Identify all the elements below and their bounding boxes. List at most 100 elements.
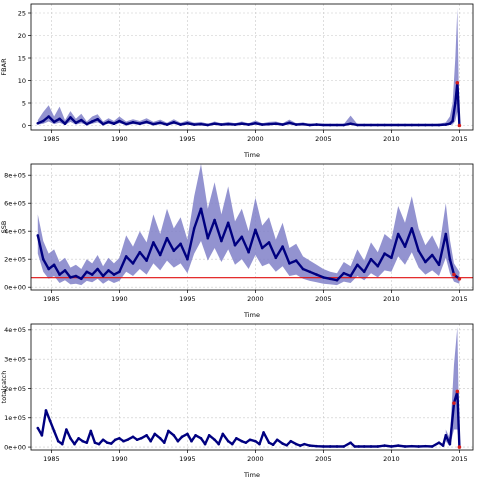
estimate-point xyxy=(220,123,223,126)
confidence-band xyxy=(37,8,460,126)
estimate-point xyxy=(226,439,230,443)
estimate-point xyxy=(441,444,445,447)
estimate-point xyxy=(206,236,210,240)
estimate-point xyxy=(288,121,291,125)
y-tick-label: 2e+05 xyxy=(4,385,26,393)
confidence-band xyxy=(37,164,460,286)
estimate-point xyxy=(240,235,244,239)
x-tick-label: 1990 xyxy=(111,455,128,463)
x-tick-label: 2015 xyxy=(451,135,468,143)
estimate-point xyxy=(369,257,373,261)
estimate-point xyxy=(90,273,94,276)
estimate-point xyxy=(226,221,230,225)
estimate-point xyxy=(444,232,448,236)
estimate-point xyxy=(454,101,457,105)
estimate-point xyxy=(186,432,189,436)
estimate-point xyxy=(158,121,162,125)
y-tick-label: 3e+05 xyxy=(4,355,26,363)
estimate-point xyxy=(288,262,291,265)
estimate-point xyxy=(207,434,211,437)
estimate-point xyxy=(417,123,420,127)
estimate-point xyxy=(315,273,318,276)
estimate-point xyxy=(233,243,237,247)
estimate-point xyxy=(349,122,352,125)
estimate-point xyxy=(138,122,142,125)
estimate-point xyxy=(85,270,89,274)
estimate-point xyxy=(85,122,89,126)
x-axis-title: Time xyxy=(243,471,260,479)
estimate-point xyxy=(203,442,207,446)
estimate-point xyxy=(90,120,94,123)
highlight-point xyxy=(452,401,456,405)
highlight-point xyxy=(455,80,460,85)
estimate-point xyxy=(131,121,135,124)
estimate-point xyxy=(376,445,380,448)
estimate-point xyxy=(294,442,298,446)
x-tick-label: 2005 xyxy=(315,295,332,303)
estimate-point xyxy=(131,435,135,439)
highlight-point xyxy=(452,272,456,277)
y-tick-label: 2e+05 xyxy=(4,256,26,264)
highlight-point xyxy=(457,277,462,281)
estimate-point xyxy=(254,121,257,125)
estimate-point xyxy=(36,121,40,125)
estimate-point xyxy=(93,441,97,444)
estimate-point xyxy=(396,232,400,236)
estimate-point xyxy=(186,121,189,125)
estimate-point xyxy=(139,436,143,440)
estimate-point xyxy=(48,419,52,422)
estimate-point xyxy=(213,122,216,125)
estimate-point xyxy=(267,122,271,126)
y-tick-label: 0 xyxy=(22,122,26,130)
estimate-point xyxy=(444,123,448,126)
estimate-point xyxy=(281,123,284,126)
x-tick-label: 1990 xyxy=(111,135,128,143)
estimate-point xyxy=(289,439,293,443)
estimate-point xyxy=(390,445,393,448)
estimate-point xyxy=(226,122,230,126)
x-tick-label: 1995 xyxy=(179,135,196,143)
estimate-point xyxy=(109,442,113,445)
y-axis-title: totalcatch xyxy=(0,371,8,404)
estimate-point xyxy=(357,445,361,448)
estimate-point xyxy=(383,252,386,255)
x-axis-title: Time xyxy=(243,311,260,319)
estimate-point xyxy=(383,444,386,447)
estimate-point xyxy=(56,439,60,443)
estimate-point xyxy=(430,253,434,257)
x-tick-label: 1990 xyxy=(111,295,128,303)
estimate-point xyxy=(335,445,339,448)
estimate-point xyxy=(437,441,441,444)
x-tick-label: 2010 xyxy=(383,295,400,303)
estimate-point xyxy=(74,121,78,125)
x-tick-label: 2010 xyxy=(383,455,400,463)
highlight-point xyxy=(455,389,460,394)
estimate-point xyxy=(221,432,225,436)
estimate-point xyxy=(199,436,203,440)
estimate-point xyxy=(73,442,76,446)
y-tick-label: 8e+05 xyxy=(4,172,26,180)
estimate-point xyxy=(63,122,67,125)
estimate-point xyxy=(328,445,332,448)
estimate-point xyxy=(448,122,452,125)
estimate-point xyxy=(410,227,414,230)
x-tick-label: 2005 xyxy=(315,135,332,143)
estimate-point xyxy=(376,123,380,127)
estimate-point xyxy=(369,445,373,448)
estimate-point xyxy=(96,117,99,121)
x-tick-label: 1995 xyxy=(179,295,196,303)
estimate-point xyxy=(47,115,50,118)
estimate-point xyxy=(244,441,248,444)
y-axis-title: SSB xyxy=(0,221,8,234)
x-tick-label: 2000 xyxy=(247,455,264,463)
estimate-point xyxy=(60,442,64,446)
estimate-point xyxy=(430,123,434,127)
estimate-point xyxy=(124,255,128,258)
estimate-point xyxy=(315,123,318,126)
y-tick-label: 4e+05 xyxy=(4,326,26,334)
estimate-point xyxy=(369,123,373,127)
estimate-point xyxy=(362,445,366,448)
estimate-point xyxy=(145,434,148,437)
confidence-band xyxy=(445,326,460,448)
estimate-point xyxy=(444,434,448,437)
